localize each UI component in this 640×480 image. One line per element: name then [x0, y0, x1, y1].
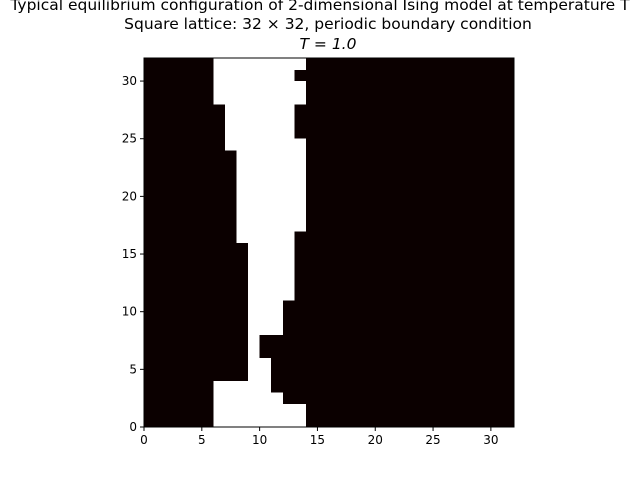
y-tick-label: 20: [122, 189, 137, 203]
heatmap-cell-run: [236, 219, 306, 232]
heatmap-cell-run: [236, 230, 295, 243]
heatmap-cell-run: [248, 357, 272, 370]
heatmap-cell-run: [236, 196, 306, 209]
heatmap-cell-run: [213, 380, 272, 393]
heatmap-cell-run: [213, 403, 306, 416]
heatmap-cell-run: [236, 150, 306, 163]
heatmap-cell-run: [236, 173, 306, 186]
heatmap-cell-run: [248, 334, 260, 347]
chart-title-line2: Square lattice: 32 × 32, periodic bounda…: [124, 15, 532, 33]
y-tick-label: 5: [129, 362, 137, 376]
y-tick-label: 25: [122, 132, 137, 146]
heatmap-cell-run: [248, 311, 283, 324]
heatmap-cell-run: [236, 184, 306, 197]
heatmap-cell-run: [248, 254, 295, 266]
heatmap-background: [144, 58, 514, 427]
heatmap-cell-run: [213, 92, 306, 105]
y-tick-label: 0: [129, 420, 137, 434]
heatmap-cell-run: [236, 207, 306, 220]
x-tick-label: 10: [252, 433, 267, 447]
chart-title-line1: Typical equilibrium configuration of 2-d…: [9, 0, 630, 14]
heatmap-cell-run: [248, 323, 283, 336]
x-tick-label: 30: [483, 433, 498, 447]
heatmap-cell-run: [224, 115, 295, 128]
x-tick-label: 25: [425, 433, 440, 447]
heatmap-cell-run: [213, 392, 283, 405]
plot-area: [144, 58, 514, 428]
x-tick-label: 0: [140, 433, 148, 447]
axes-frame: [143, 57, 515, 428]
heatmap-cell-run: [213, 58, 306, 70]
axes: 0 5 10 15 20 25 30 0 5 10 15 20 25 30: [122, 57, 515, 447]
heatmap-cell-run: [236, 161, 306, 174]
heatmap-cell-run: [248, 277, 295, 290]
x-tick-label: 15: [310, 433, 325, 447]
heatmap-cell-run: [248, 369, 272, 382]
chart-title-line3: T = 1.0: [300, 35, 357, 53]
heatmap-cell-run: [248, 242, 295, 255]
heatmap-cell-run: [248, 346, 260, 359]
y-tick-label: 30: [122, 74, 137, 88]
heatmap-cell-run: [213, 415, 306, 428]
x-tick-label: 20: [368, 433, 383, 447]
heatmap-cell-run: [213, 69, 295, 82]
heatmap-cell-run: [248, 300, 283, 313]
heatmap-cell-run: [224, 127, 295, 140]
y-tick-label: 10: [122, 305, 137, 319]
heatmap-cell-run: [224, 138, 306, 151]
heatmap-cell-run: [213, 81, 306, 93]
heatmap-cell-run: [248, 265, 295, 278]
heatmap-cell-run: [248, 288, 295, 301]
x-tick-label: 5: [198, 433, 206, 447]
y-tick-label: 15: [122, 247, 137, 261]
heatmap-cell-run: [224, 104, 295, 117]
